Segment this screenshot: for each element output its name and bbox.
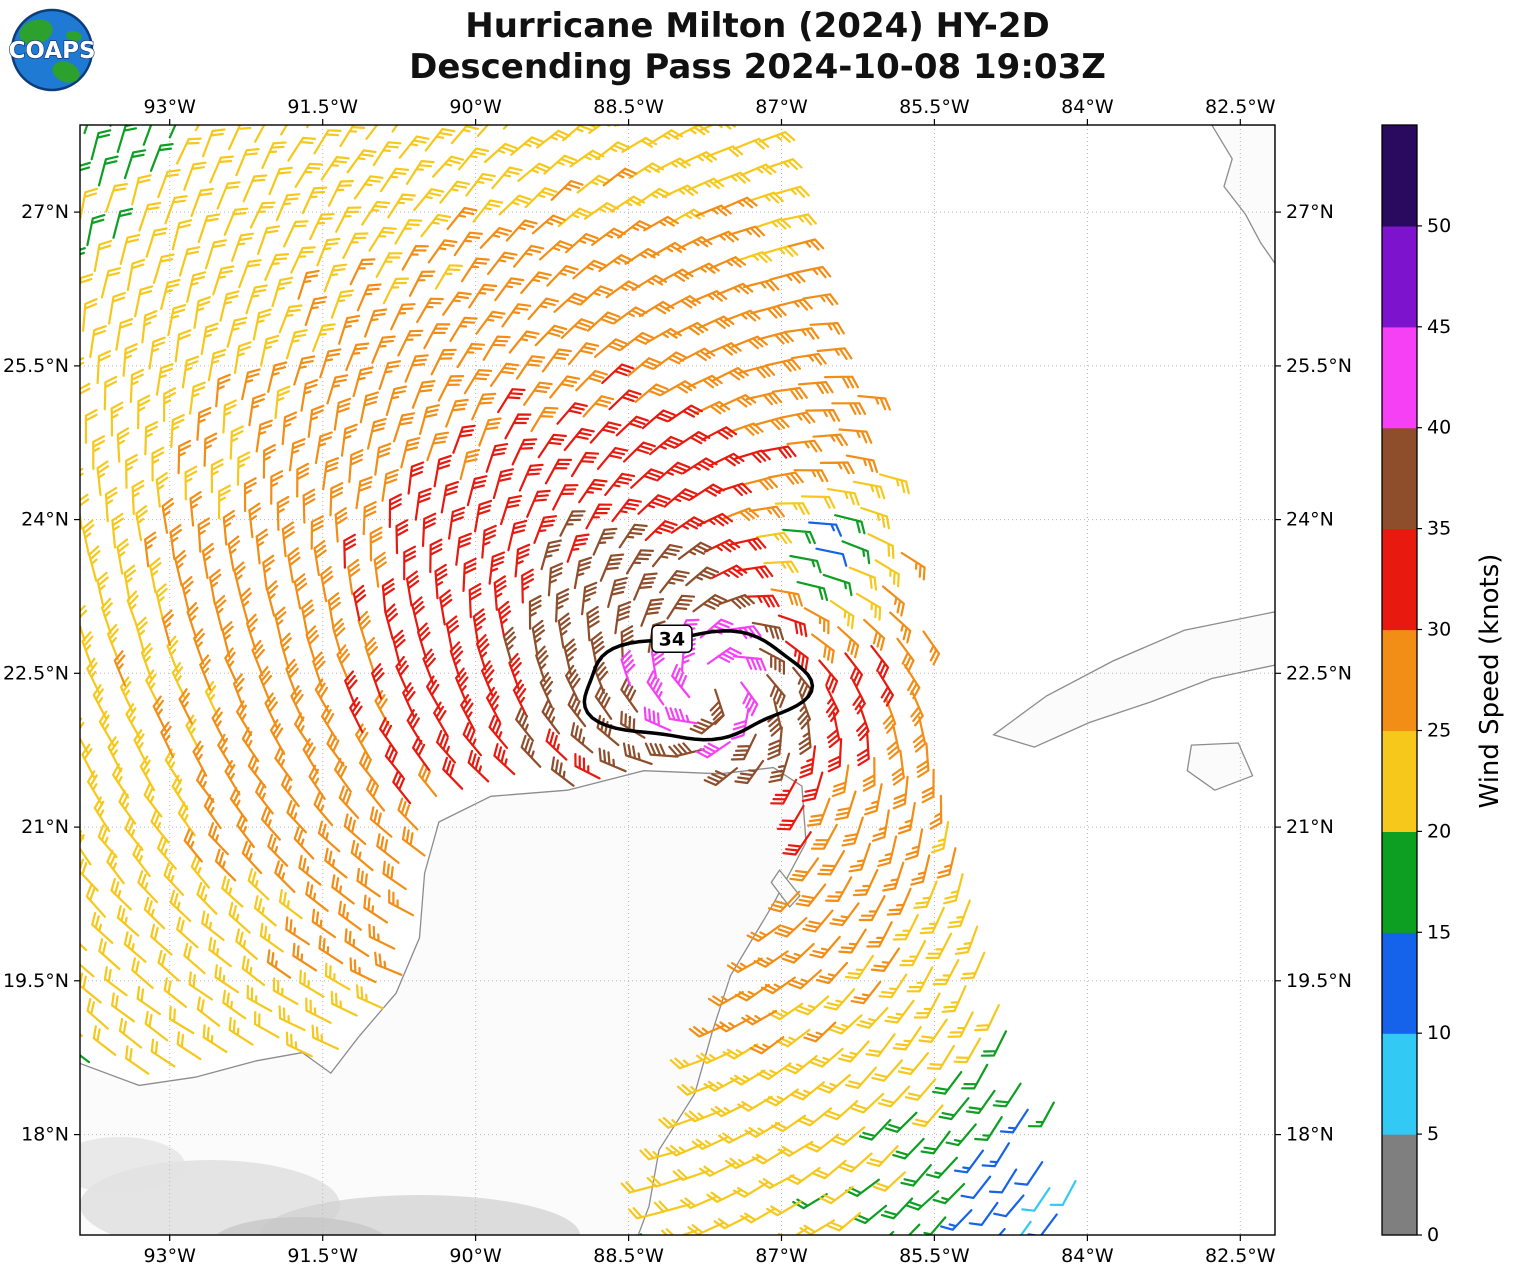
svg-text:20: 20 — [1427, 820, 1451, 842]
svg-text:5: 5 — [1427, 1123, 1439, 1145]
svg-text:90°W: 90°W — [449, 1245, 502, 1264]
svg-text:91.5°W: 91.5°W — [287, 1245, 358, 1264]
wind-barbs-bin-2 — [808, 521, 1058, 1235]
wind-barbs-bin-5 — [113, 167, 957, 1055]
svg-text:10: 10 — [1427, 1022, 1451, 1044]
svg-text:40: 40 — [1427, 417, 1451, 439]
svg-text:25.5°N: 25.5°N — [1286, 355, 1352, 377]
coaps-logo-text: COAPS — [8, 38, 95, 64]
svg-text:21°N: 21°N — [1286, 816, 1334, 838]
globe-land-east — [66, 30, 82, 42]
svg-text:27°N: 27°N — [1286, 201, 1334, 223]
svg-text:87°W: 87°W — [755, 1245, 808, 1264]
svg-text:30: 30 — [1427, 619, 1451, 641]
svg-text:50: 50 — [1427, 215, 1451, 237]
title-line-1: Hurricane Milton (2024) HY-2D — [465, 6, 1050, 46]
wind-barbs-layer — [80, 125, 1077, 1235]
svg-text:84°W: 84°W — [1061, 1245, 1114, 1264]
svg-text:35: 35 — [1427, 518, 1451, 540]
title-line-2: Descending Pass 2024-10-08 19:03Z — [409, 47, 1106, 88]
svg-text:93°W: 93°W — [143, 96, 196, 118]
svg-text:19.5°N: 19.5°N — [1286, 970, 1352, 992]
wind-radius-contour — [582, 629, 815, 742]
svg-text:25.5°N: 25.5°N — [3, 355, 69, 377]
svg-text:85.5°W: 85.5°W — [899, 1245, 970, 1264]
svg-text:85.5°W: 85.5°W — [899, 96, 970, 118]
chart-title: Hurricane Milton (2024) HY-2D Descending… — [0, 6, 1515, 89]
wind-barbs-bin-7 — [502, 510, 812, 787]
svg-text:88.5°W: 88.5°W — [593, 1245, 664, 1264]
svg-text:93°W: 93°W — [143, 1245, 196, 1264]
svg-text:18°N: 18°N — [1286, 1124, 1334, 1146]
map-border — [79, 124, 1276, 1236]
svg-text:21°N: 21°N — [21, 816, 69, 838]
axis-tick-labels: 93°W 93°W 91.5°W 91.5°W 90°W 90°W 88.5°W 88.5°W… — [3, 96, 1352, 1264]
svg-text:34: 34 — [659, 628, 685, 650]
contour-label: 34 — [651, 624, 693, 654]
colorbar: 0 5 10 15 20 25 30 35 40 45 50 — [1381, 124, 1451, 1246]
axis-ticks — [74, 119, 1281, 1241]
wind-barbs-bin-6 — [343, 363, 894, 856]
svg-text:82.5°W: 82.5°W — [1205, 1245, 1276, 1264]
svg-text:45: 45 — [1427, 316, 1451, 338]
svg-text:24°N: 24°N — [1286, 509, 1334, 531]
wind-barbs-bin-3 — [80, 125, 1055, 1235]
svg-text:84°W: 84°W — [1061, 96, 1114, 118]
svg-text:27°N: 27°N — [21, 201, 69, 223]
svg-text:88.5°W: 88.5°W — [593, 96, 664, 118]
wind-barbs-bin-1 — [1019, 1180, 1077, 1235]
globe-land-south — [52, 61, 80, 83]
svg-text:18°N: 18°N — [21, 1124, 69, 1146]
svg-text:90°W: 90°W — [449, 96, 502, 118]
svg-text:24°N: 24°N — [21, 509, 69, 531]
svg-text:15: 15 — [1427, 921, 1451, 943]
svg-text:19.5°N: 19.5°N — [3, 970, 69, 992]
svg-text:91.5°W: 91.5°W — [287, 96, 358, 118]
gridlines — [80, 125, 1275, 1235]
colorbar-axis-label: Wind Speed (knots) — [1475, 553, 1505, 809]
land-layer — [80, 125, 1275, 1235]
svg-text:22.5°N: 22.5°N — [3, 662, 69, 684]
svg-text:25: 25 — [1427, 720, 1451, 742]
svg-text:22.5°N: 22.5°N — [1286, 662, 1352, 684]
svg-text:82.5°W: 82.5°W — [1205, 96, 1276, 118]
svg-text:87°W: 87°W — [755, 96, 808, 118]
coaps-logo-globe: COAPS — [8, 8, 96, 92]
globe-land-north — [19, 19, 53, 45]
svg-text:0: 0 — [1427, 1224, 1439, 1246]
coaps-logo: COAPS — [8, 6, 96, 94]
